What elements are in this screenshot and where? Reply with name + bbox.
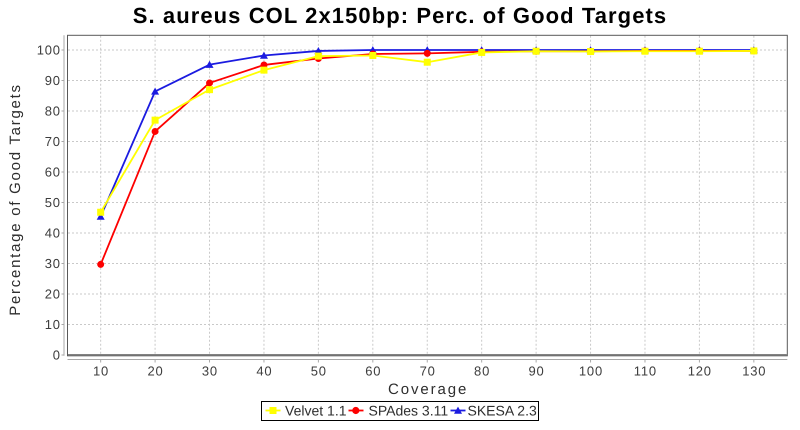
svg-text:70: 70 <box>45 134 61 149</box>
svg-text:40: 40 <box>256 363 272 378</box>
svg-text:0: 0 <box>53 348 61 363</box>
svg-text:50: 50 <box>311 363 327 378</box>
svg-text:60: 60 <box>365 363 381 378</box>
svg-text:20: 20 <box>45 287 61 302</box>
svg-text:80: 80 <box>474 363 490 378</box>
svg-text:SPAdes 3.11: SPAdes 3.11 <box>369 402 449 418</box>
svg-text:20: 20 <box>147 363 163 378</box>
svg-text:Velvet 1.1: Velvet 1.1 <box>285 402 347 418</box>
svg-text:40: 40 <box>45 226 61 241</box>
svg-text:50: 50 <box>45 195 61 210</box>
svg-text:80: 80 <box>45 104 61 119</box>
svg-text:120: 120 <box>688 363 712 378</box>
svg-text:10: 10 <box>45 317 61 332</box>
svg-text:10: 10 <box>93 363 109 378</box>
svg-text:110: 110 <box>634 363 657 378</box>
svg-text:90: 90 <box>45 73 61 88</box>
svg-text:60: 60 <box>45 165 61 180</box>
svg-text:30: 30 <box>202 363 218 378</box>
svg-text:90: 90 <box>528 363 544 378</box>
svg-text:Percentage of Good Targets: Percentage of Good Targets <box>7 83 24 316</box>
svg-text:100: 100 <box>37 43 61 58</box>
svg-text:30: 30 <box>45 256 61 271</box>
svg-text:S. aureus COL 2x150bp: Perc. o: S. aureus COL 2x150bp: Perc. of Good Tar… <box>133 3 668 28</box>
svg-text:100: 100 <box>579 363 603 378</box>
svg-text:Coverage: Coverage <box>388 381 468 398</box>
svg-text:SKESA 2.3: SKESA 2.3 <box>468 402 537 418</box>
svg-text:70: 70 <box>420 363 436 378</box>
svg-text:130: 130 <box>742 363 766 378</box>
